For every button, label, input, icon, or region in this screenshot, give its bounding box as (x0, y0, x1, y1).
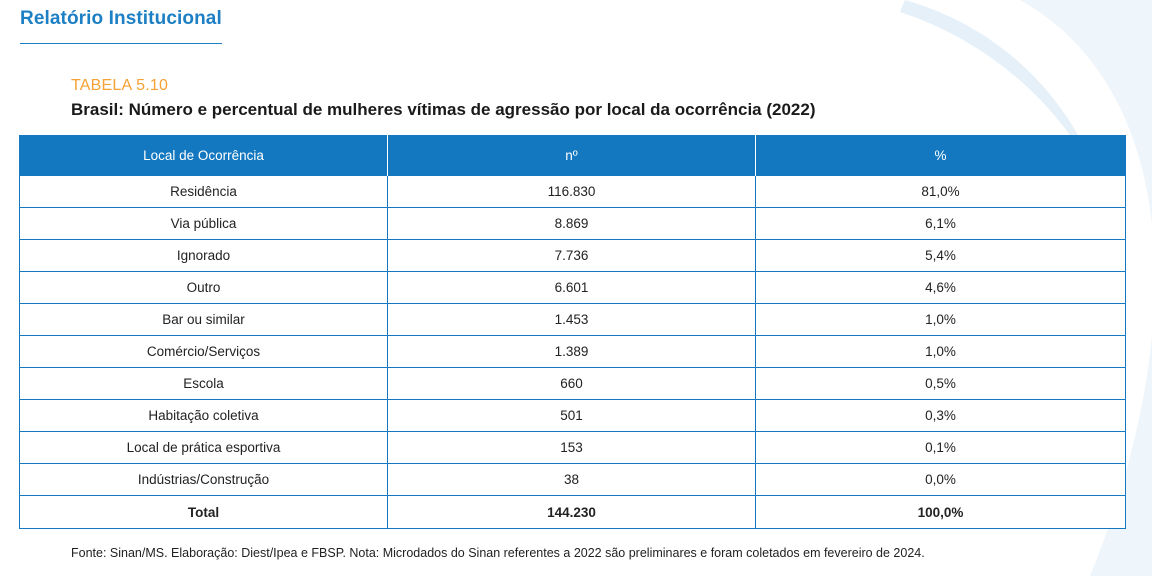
cell-percent: 5,4% (755, 239, 1126, 272)
table-row: Via pública 8.869 6,1% (19, 207, 1126, 240)
cell-percent: 6,1% (755, 207, 1126, 240)
column-header-percent: % (755, 135, 1126, 176)
cell-percent: 1,0% (755, 335, 1126, 368)
cell-local: Ignorado (19, 239, 388, 272)
data-table: Local de Ocorrência nº % Residência 116.… (19, 135, 1126, 529)
cell-local: Via pública (19, 207, 388, 240)
cell-local: Local de prática esportiva (19, 431, 388, 464)
cell-percent: 0,3% (755, 399, 1126, 432)
total-label: Total (19, 495, 388, 529)
cell-percent: 0,5% (755, 367, 1126, 400)
source-footnote: Fonte: Sinan/MS. Elaboração: Diest/Ipea … (71, 546, 925, 560)
cell-number: 8.869 (387, 207, 756, 240)
table-row: Indústrias/Construção 38 0,0% (19, 463, 1126, 496)
table-total-row: Total 144.230 100,0% (19, 495, 1126, 529)
column-header-number: nº (387, 135, 756, 176)
table-number-label: TABELA 5.10 (71, 77, 169, 94)
cell-percent: 81,0% (755, 175, 1126, 208)
table-row: Residência 116.830 81,0% (19, 175, 1126, 208)
cell-local: Habitação coletiva (19, 399, 388, 432)
table-row: Local de prática esportiva 153 0,1% (19, 431, 1126, 464)
table-row: Ignorado 7.736 5,4% (19, 239, 1126, 272)
cell-number: 153 (387, 431, 756, 464)
table-row: Habitação coletiva 501 0,3% (19, 399, 1126, 432)
cell-local: Comércio/Serviços (19, 335, 388, 368)
table-row: Escola 660 0,5% (19, 367, 1126, 400)
table-row: Outro 6.601 4,6% (19, 271, 1126, 304)
total-number: 144.230 (387, 495, 756, 529)
report-title: Relatório Institucional (20, 8, 222, 29)
cell-number: 501 (387, 399, 756, 432)
cell-percent: 4,6% (755, 271, 1126, 304)
table-header-row: Local de Ocorrência nº % (19, 135, 1126, 176)
cell-percent: 0,0% (755, 463, 1126, 496)
column-header-local: Local de Ocorrência (19, 135, 388, 176)
cell-local: Residência (19, 175, 388, 208)
cell-local: Outro (19, 271, 388, 304)
cell-number: 7.736 (387, 239, 756, 272)
table-caption: Brasil: Número e percentual de mulheres … (71, 100, 816, 119)
table-row: Comércio/Serviços 1.389 1,0% (19, 335, 1126, 368)
total-percent: 100,0% (755, 495, 1126, 529)
cell-number: 38 (387, 463, 756, 496)
cell-number: 1.453 (387, 303, 756, 336)
report-title-underline (20, 43, 222, 44)
table-row: Bar ou similar 1.453 1,0% (19, 303, 1126, 336)
cell-number: 660 (387, 367, 756, 400)
cell-local: Bar ou similar (19, 303, 388, 336)
cell-local: Indústrias/Construção (19, 463, 388, 496)
cell-percent: 1,0% (755, 303, 1126, 336)
cell-number: 6.601 (387, 271, 756, 304)
cell-percent: 0,1% (755, 431, 1126, 464)
cell-number: 116.830 (387, 175, 756, 208)
cell-number: 1.389 (387, 335, 756, 368)
cell-local: Escola (19, 367, 388, 400)
